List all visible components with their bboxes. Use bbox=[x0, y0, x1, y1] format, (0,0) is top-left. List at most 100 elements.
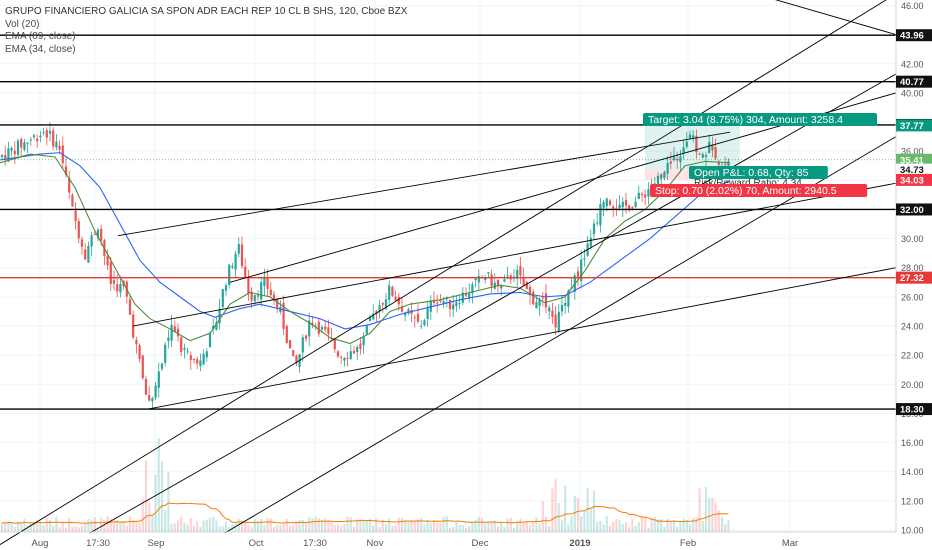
volume-bar bbox=[388, 518, 391, 532]
trendline bbox=[89, 73, 897, 534]
volume-bar bbox=[61, 522, 64, 532]
volume-bar bbox=[391, 525, 394, 532]
trendline bbox=[0, 0, 887, 545]
candle-body bbox=[157, 371, 160, 388]
position-tool[interactable]: Target: 3.04 (8.75%) 304, Amount: 3258.4… bbox=[643, 113, 877, 197]
candle-body bbox=[138, 345, 141, 359]
candle-body bbox=[496, 279, 500, 287]
level-price-badge-bg bbox=[896, 203, 932, 216]
volume-bar bbox=[48, 520, 52, 532]
volume-bar bbox=[525, 521, 528, 532]
volume-bar bbox=[615, 518, 618, 532]
candle-body bbox=[80, 239, 84, 247]
candle-body bbox=[378, 305, 381, 312]
candle-body bbox=[464, 293, 468, 296]
candle-body bbox=[394, 296, 397, 301]
candle-body bbox=[407, 309, 410, 314]
candle-body bbox=[448, 299, 452, 310]
candle-body bbox=[343, 357, 346, 361]
candle-body bbox=[317, 321, 320, 334]
volume-bar bbox=[26, 525, 29, 532]
candle-body bbox=[314, 325, 317, 327]
indicator-ema89[interactable]: EMA (89, close) bbox=[5, 31, 76, 42]
candle-body bbox=[77, 221, 80, 239]
candle-body bbox=[340, 356, 343, 358]
axis-price-badge-bg bbox=[896, 163, 932, 176]
volume-bar bbox=[170, 523, 173, 532]
indicator-volume[interactable]: Vol (20) bbox=[5, 18, 40, 30]
volume-bar bbox=[205, 519, 208, 532]
stop-label[interactable]: Stop: 0.70 (2.02%) 70, Amount: 2940.5 bbox=[650, 184, 868, 197]
candle-body bbox=[224, 285, 228, 291]
volume-bar bbox=[621, 524, 624, 532]
candle-body bbox=[4, 154, 7, 160]
volume-bar bbox=[493, 520, 496, 532]
volume-bar bbox=[442, 516, 445, 532]
volume-bar bbox=[554, 478, 557, 532]
volume-bar bbox=[212, 517, 215, 532]
time-tick-label: Aug bbox=[32, 538, 49, 549]
volume-bar bbox=[519, 518, 522, 532]
candle-body bbox=[23, 142, 26, 150]
open-pl-label-text: Open P&L: 0.68, Qty: 85 bbox=[694, 167, 809, 179]
candle-body bbox=[426, 308, 429, 319]
candle-body bbox=[564, 302, 567, 306]
volume-bar bbox=[160, 461, 164, 532]
volume-ma-line bbox=[1, 502, 729, 524]
candle-body bbox=[20, 139, 23, 148]
target-label-bg bbox=[643, 113, 877, 126]
volume-bar bbox=[324, 518, 327, 532]
volume-bar bbox=[429, 522, 432, 532]
candle-body bbox=[96, 229, 100, 238]
candle-body bbox=[269, 289, 272, 296]
volume-bar bbox=[119, 522, 122, 532]
price-tick-label: 28.00 bbox=[901, 263, 924, 273]
indicator-ema34[interactable]: EMA (34, close) bbox=[5, 43, 76, 55]
axis-price-badge-bg bbox=[896, 173, 932, 186]
volume-bar bbox=[704, 486, 708, 532]
candle-body bbox=[173, 326, 176, 332]
target-label[interactable]: Target: 3.04 (8.75%) 304, Amount: 3258.4 bbox=[643, 113, 877, 126]
volume-bar bbox=[461, 525, 464, 532]
candle-body bbox=[167, 337, 170, 342]
volume-bar bbox=[151, 515, 154, 532]
candle-body bbox=[589, 237, 592, 247]
volume-bar bbox=[68, 517, 71, 532]
candle-body bbox=[560, 304, 564, 312]
candle-body bbox=[592, 223, 596, 235]
candle-body bbox=[10, 147, 13, 151]
candle-body bbox=[490, 274, 493, 287]
candle-body bbox=[192, 358, 196, 360]
candle-body bbox=[644, 194, 647, 198]
volume-bar bbox=[631, 518, 634, 532]
volume-bar bbox=[375, 518, 378, 532]
volume-bar bbox=[432, 519, 436, 532]
volume-bar bbox=[650, 517, 653, 532]
volume-bar bbox=[378, 526, 381, 532]
volume-bar bbox=[496, 526, 500, 532]
candle-body bbox=[90, 235, 93, 247]
volume-bar bbox=[58, 526, 61, 532]
candles bbox=[0, 122, 730, 409]
volume-bar bbox=[103, 520, 106, 532]
candle-body bbox=[484, 277, 487, 281]
volume-bar bbox=[384, 524, 388, 532]
volume-bar bbox=[218, 526, 221, 532]
volume-bar bbox=[346, 516, 349, 532]
price-tick-label: 40.00 bbox=[901, 88, 924, 98]
candle-body bbox=[628, 205, 631, 211]
candle-body bbox=[128, 299, 132, 315]
volume-bar bbox=[548, 526, 551, 532]
open-pl-label[interactable]: Open P&L: 0.68, Qty: 85 bbox=[689, 166, 828, 179]
volume-bar bbox=[538, 523, 541, 532]
trendline bbox=[132, 182, 897, 327]
volume-bar bbox=[672, 520, 676, 532]
volume-bar bbox=[640, 516, 644, 532]
ema-lines bbox=[0, 152, 731, 345]
candle-body bbox=[148, 395, 151, 401]
candle-body bbox=[672, 156, 676, 160]
axis-price-badge: 37.77 bbox=[900, 121, 924, 132]
time-axis: Aug 17:30 Sep Oct 17:30 Nov Dec 2019 Feb Mar bbox=[0, 531, 896, 549]
candle-body bbox=[698, 153, 701, 155]
